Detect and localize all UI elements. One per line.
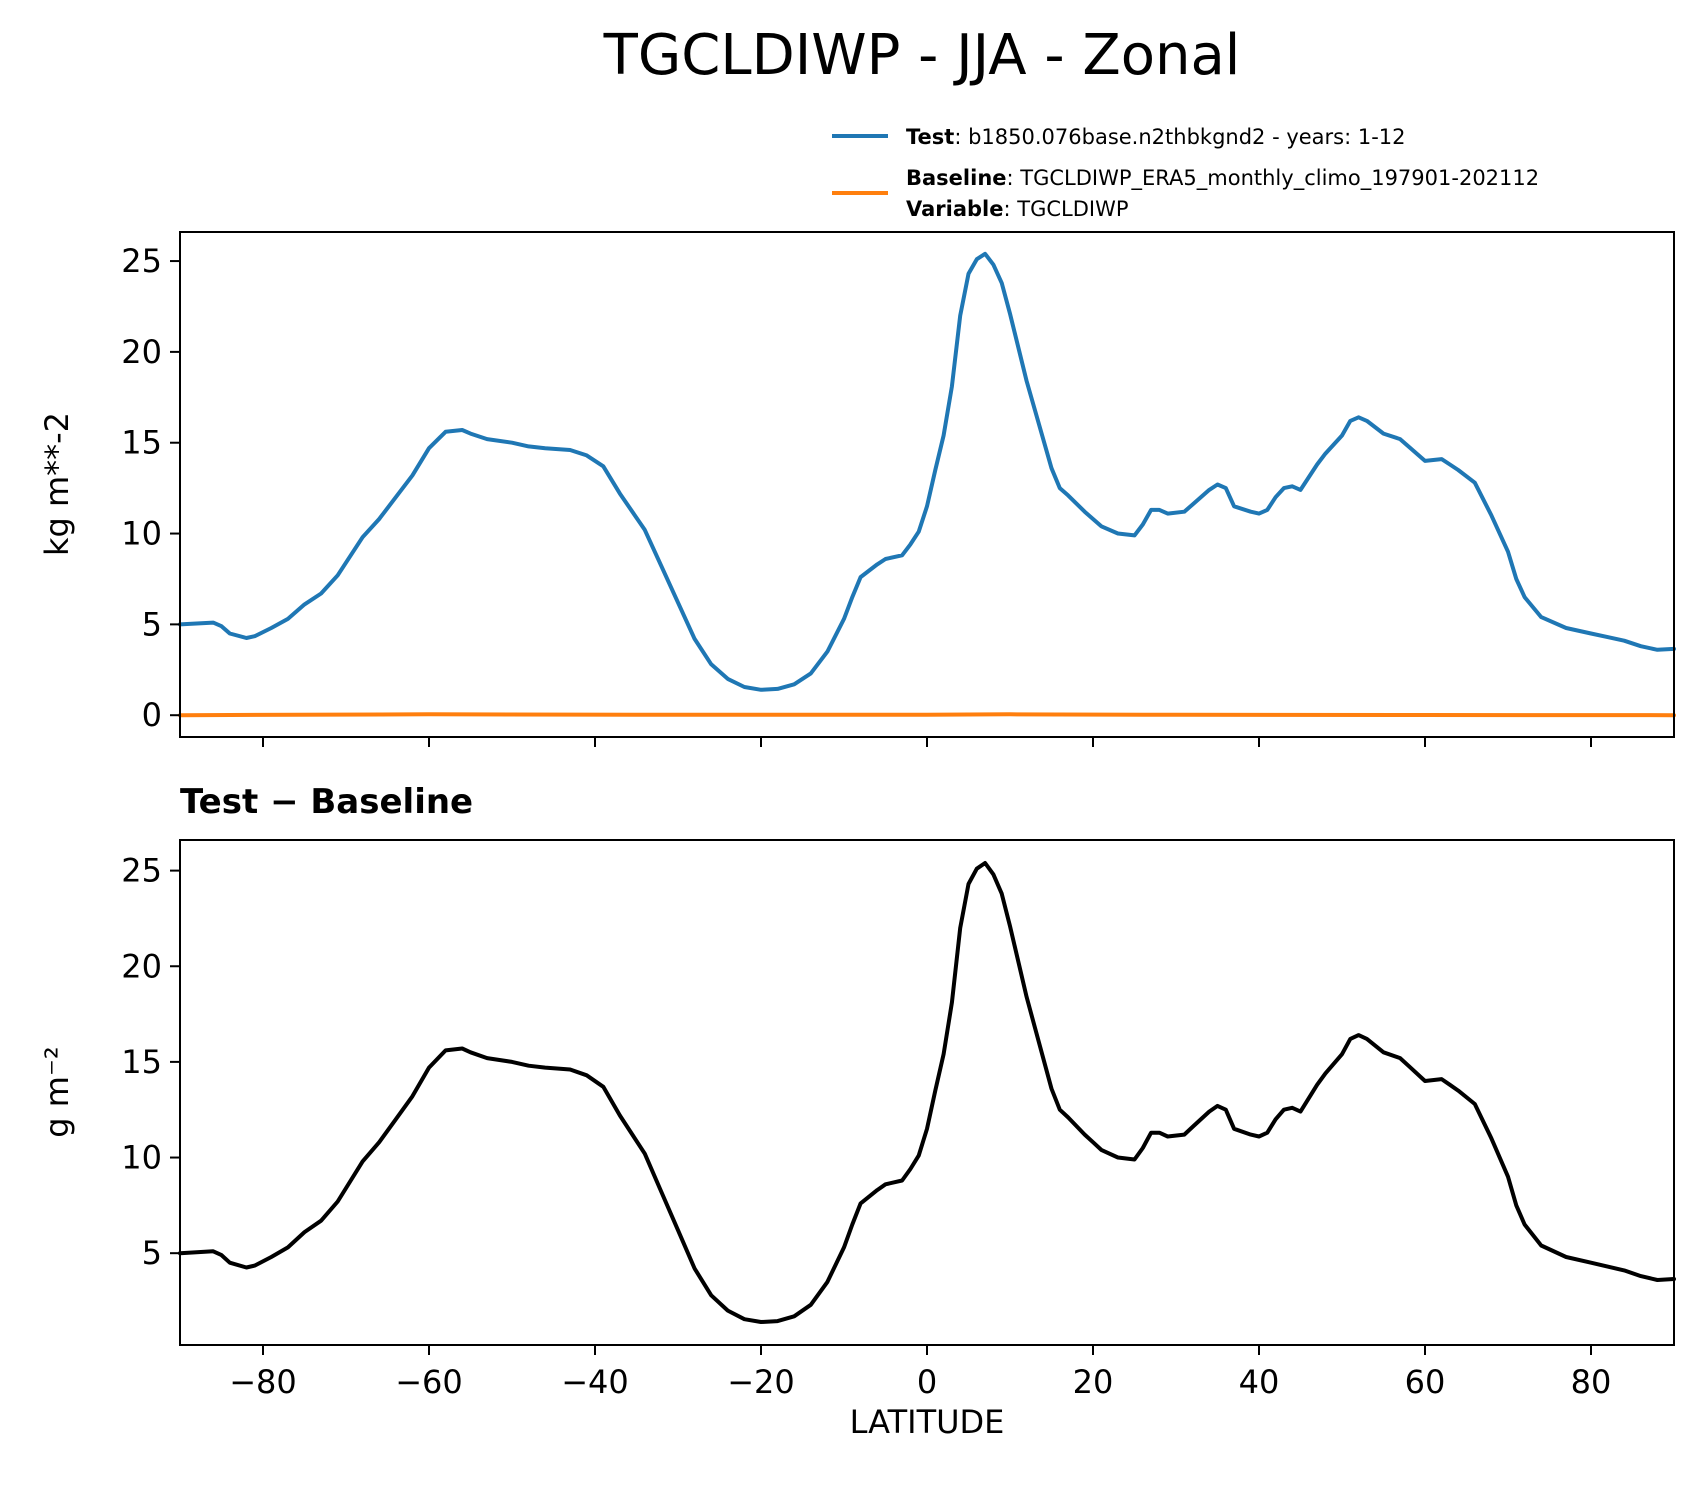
bottom-y-tick-label: 15 — [121, 1043, 162, 1081]
top-y-tick-label: 0 — [142, 696, 162, 734]
x-axis-label: LATITUDE — [850, 1403, 1005, 1441]
legend-test-key: Test — [906, 125, 954, 149]
bottom-y-tick-label: 10 — [121, 1139, 162, 1177]
legend-test-value: b1850.076base.n2thbkgnd2 - years: 1-12 — [968, 125, 1405, 149]
legend-variable-value: TGCLDIWP — [1016, 197, 1128, 221]
top-y-tick-label: 20 — [121, 333, 162, 371]
bottom-x-tick-label: 20 — [1073, 1363, 1114, 1401]
top-y-tick-label: 25 — [121, 242, 162, 280]
bottom-panel: Test − Baseline 5 10 15 20 25 −80 −60 −40 −20 0 20… — [38, 782, 1676, 1441]
bottom-series-line-difference — [178, 861, 1676, 1324]
legend-variable-separator: : — [1003, 197, 1017, 221]
legend: Test: b1850.076base.n2thbkgnd2 - years: … — [832, 125, 1539, 221]
bottom-x-tick-label: 0 — [917, 1363, 937, 1401]
top-series-group — [178, 251, 1676, 718]
bottom-y-tick-label: 5 — [142, 1234, 162, 1272]
top-panel: 0 5 10 15 20 25 kg m**-2 — [38, 231, 1676, 747]
bottom-y-axis-label: g m⁻² — [38, 1046, 76, 1137]
legend-variable-key: Variable — [906, 197, 1003, 221]
bottom-x-tick-label: −60 — [395, 1363, 463, 1401]
bottom-panel-title: Test − Baseline — [180, 782, 473, 822]
bottom-y-tick-label: 25 — [121, 852, 162, 890]
legend-baseline-separator: : — [1007, 166, 1021, 190]
top-axis-ticks: 0 5 10 15 20 25 — [121, 242, 1592, 747]
legend-baseline-value: TGCLDIWP_ERA5_monthly_climo_197901-20211… — [1019, 166, 1539, 191]
top-series-line-test — [178, 251, 1676, 692]
legend-variable-entry: Variable: TGCLDIWP — [906, 197, 1129, 221]
bottom-x-tick-label: 40 — [1239, 1363, 1280, 1401]
top-series-line-baseline — [178, 712, 1676, 718]
bottom-x-tick-label: −80 — [229, 1363, 297, 1401]
top-y-tick-label: 5 — [142, 605, 162, 643]
top-y-tick-label: 10 — [121, 515, 162, 553]
bottom-plot-frame — [179, 839, 1675, 1346]
legend-test-entry: Test: b1850.076base.n2thbkgnd2 - years: … — [906, 125, 1406, 149]
top-y-axis-label: kg m**-2 — [38, 412, 76, 556]
bottom-y-tick-label: 20 — [121, 947, 162, 985]
legend-baseline-entry: Baseline: TGCLDIWP_ERA5_monthly_climo_19… — [906, 166, 1539, 191]
figure-title: TGCLDIWP - JJA - Zonal — [603, 23, 1241, 88]
bottom-x-tick-label: −40 — [561, 1363, 629, 1401]
top-y-tick-label: 15 — [121, 424, 162, 462]
bottom-series-group — [178, 861, 1676, 1324]
bottom-x-tick-label: 80 — [1571, 1363, 1612, 1401]
bottom-axis-ticks: 5 10 15 20 25 −80 −60 −40 −20 0 20 40 60 80 — [121, 852, 1611, 1401]
legend-baseline-key: Baseline — [906, 166, 1007, 190]
bottom-x-tick-label: 60 — [1405, 1363, 1446, 1401]
bottom-x-tick-label: −20 — [727, 1363, 795, 1401]
legend-test-separator: : — [954, 125, 968, 149]
